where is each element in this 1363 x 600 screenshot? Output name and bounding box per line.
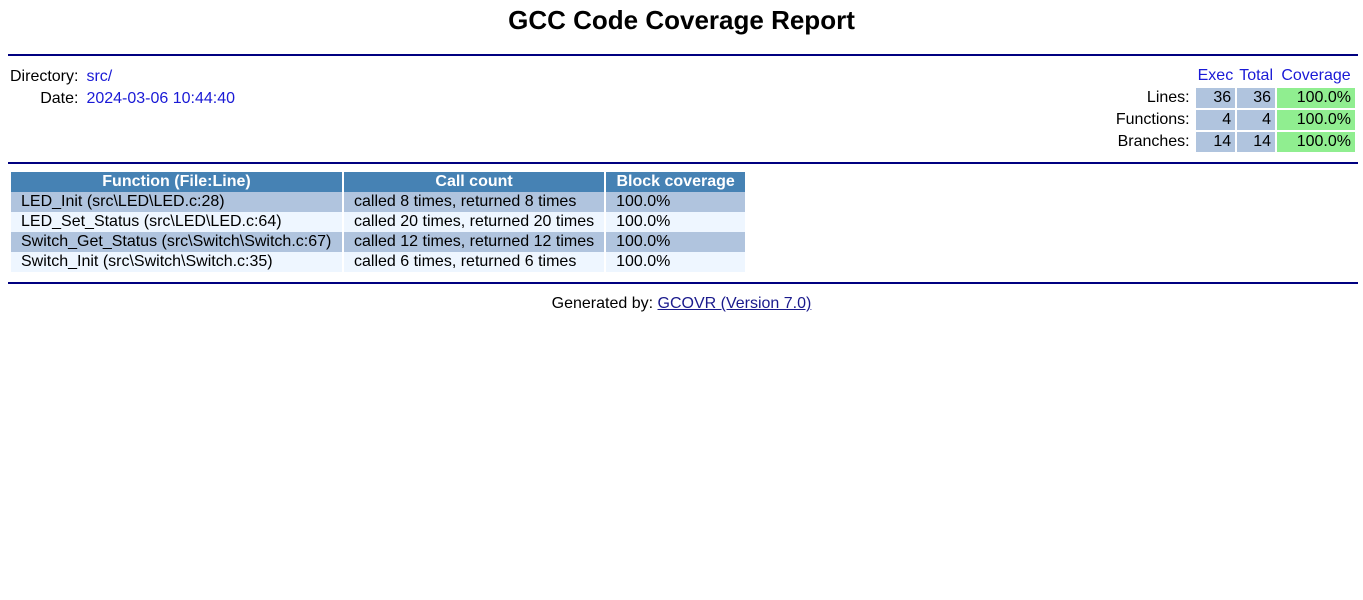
summary-lines-exec: 36 xyxy=(1195,88,1236,108)
call-count: called 12 times, returned 12 times xyxy=(344,232,605,252)
date-label: Date: xyxy=(40,90,79,107)
footer: Generated by: GCOVR (Version 7.0) xyxy=(0,294,1363,314)
report-info: Directory: src/ Date: 2024-03-06 10:44:4… xyxy=(10,66,235,110)
summary-lines-label: Lines: xyxy=(1146,89,1190,106)
summary-col-coverage: Coverage xyxy=(1281,67,1351,84)
divider-middle xyxy=(8,162,1358,164)
divider-top xyxy=(8,54,1358,56)
summary-row-lines: Lines: 36 36 100.0% xyxy=(1116,88,1355,108)
summary-branches-coverage: 100.0% xyxy=(1277,132,1355,152)
summary-functions-total: 4 xyxy=(1237,110,1275,130)
summary-branches-label: Branches: xyxy=(1117,133,1190,150)
block-coverage: 100.0% xyxy=(606,252,746,272)
generated-by-label: Generated by: xyxy=(551,295,654,312)
function-name: LED_Init (src\LED\LED.c:28) xyxy=(11,192,342,212)
function-name: Switch_Init (src\Switch\Switch.c:35) xyxy=(11,252,342,272)
table-row: LED_Set_Status (src\LED\LED.c:64) called… xyxy=(11,212,746,232)
summary-lines-coverage: 100.0% xyxy=(1277,88,1355,108)
call-count: called 8 times, returned 8 times xyxy=(344,192,605,212)
directory-row: Directory: src/ xyxy=(10,66,235,88)
summary-branches-exec: 14 xyxy=(1195,132,1236,152)
function-col-function: Function (File:Line) xyxy=(11,172,342,192)
summary-col-total: Total xyxy=(1239,67,1273,84)
table-row: Switch_Get_Status (src\Switch\Switch.c:6… xyxy=(11,232,746,252)
directory-label: Directory: xyxy=(10,68,79,85)
block-coverage: 100.0% xyxy=(606,212,746,232)
coverage-summary-table: Exec Total Coverage Lines: 36 36 100.0% … xyxy=(1114,64,1357,154)
function-table-header: Function (File:Line) Call count Block co… xyxy=(11,172,746,192)
function-col-call-count: Call count xyxy=(344,172,605,192)
block-coverage: 100.0% xyxy=(606,192,746,212)
summary-functions-label: Functions: xyxy=(1115,111,1190,128)
summary-branches-total: 14 xyxy=(1237,132,1275,152)
call-count: called 20 times, returned 20 times xyxy=(344,212,605,232)
table-row: Switch_Init (src\Switch\Switch.c:35) cal… xyxy=(11,252,746,272)
page-title: GCC Code Coverage Report xyxy=(508,5,855,35)
summary-functions-coverage: 100.0% xyxy=(1277,110,1355,130)
summary-row-functions: Functions: 4 4 100.0% xyxy=(1116,110,1355,130)
table-row: LED_Init (src\LED\LED.c:28) called 8 tim… xyxy=(11,192,746,212)
function-name: Switch_Get_Status (src\Switch\Switch.c:6… xyxy=(11,232,342,252)
block-coverage: 100.0% xyxy=(606,232,746,252)
function-col-block-coverage: Block coverage xyxy=(606,172,746,192)
function-name: LED_Set_Status (src\LED\LED.c:64) xyxy=(11,212,342,232)
date-value: 2024-03-06 10:44:40 xyxy=(86,90,236,107)
divider-bottom xyxy=(8,282,1358,284)
directory-value: src/ xyxy=(86,68,113,85)
summary-col-exec: Exec xyxy=(1197,67,1234,84)
function-coverage-table: Function (File:Line) Call count Block co… xyxy=(9,172,747,272)
date-row: Date: 2024-03-06 10:44:40 xyxy=(10,88,235,110)
summary-row-branches: Branches: 14 14 100.0% xyxy=(1116,132,1355,152)
summary-functions-exec: 4 xyxy=(1195,110,1236,130)
call-count: called 6 times, returned 6 times xyxy=(344,252,605,272)
gcovr-link[interactable]: GCOVR (Version 7.0) xyxy=(657,295,812,312)
summary-lines-total: 36 xyxy=(1237,88,1275,108)
summary-header-row: Exec Total Coverage xyxy=(1116,66,1355,86)
